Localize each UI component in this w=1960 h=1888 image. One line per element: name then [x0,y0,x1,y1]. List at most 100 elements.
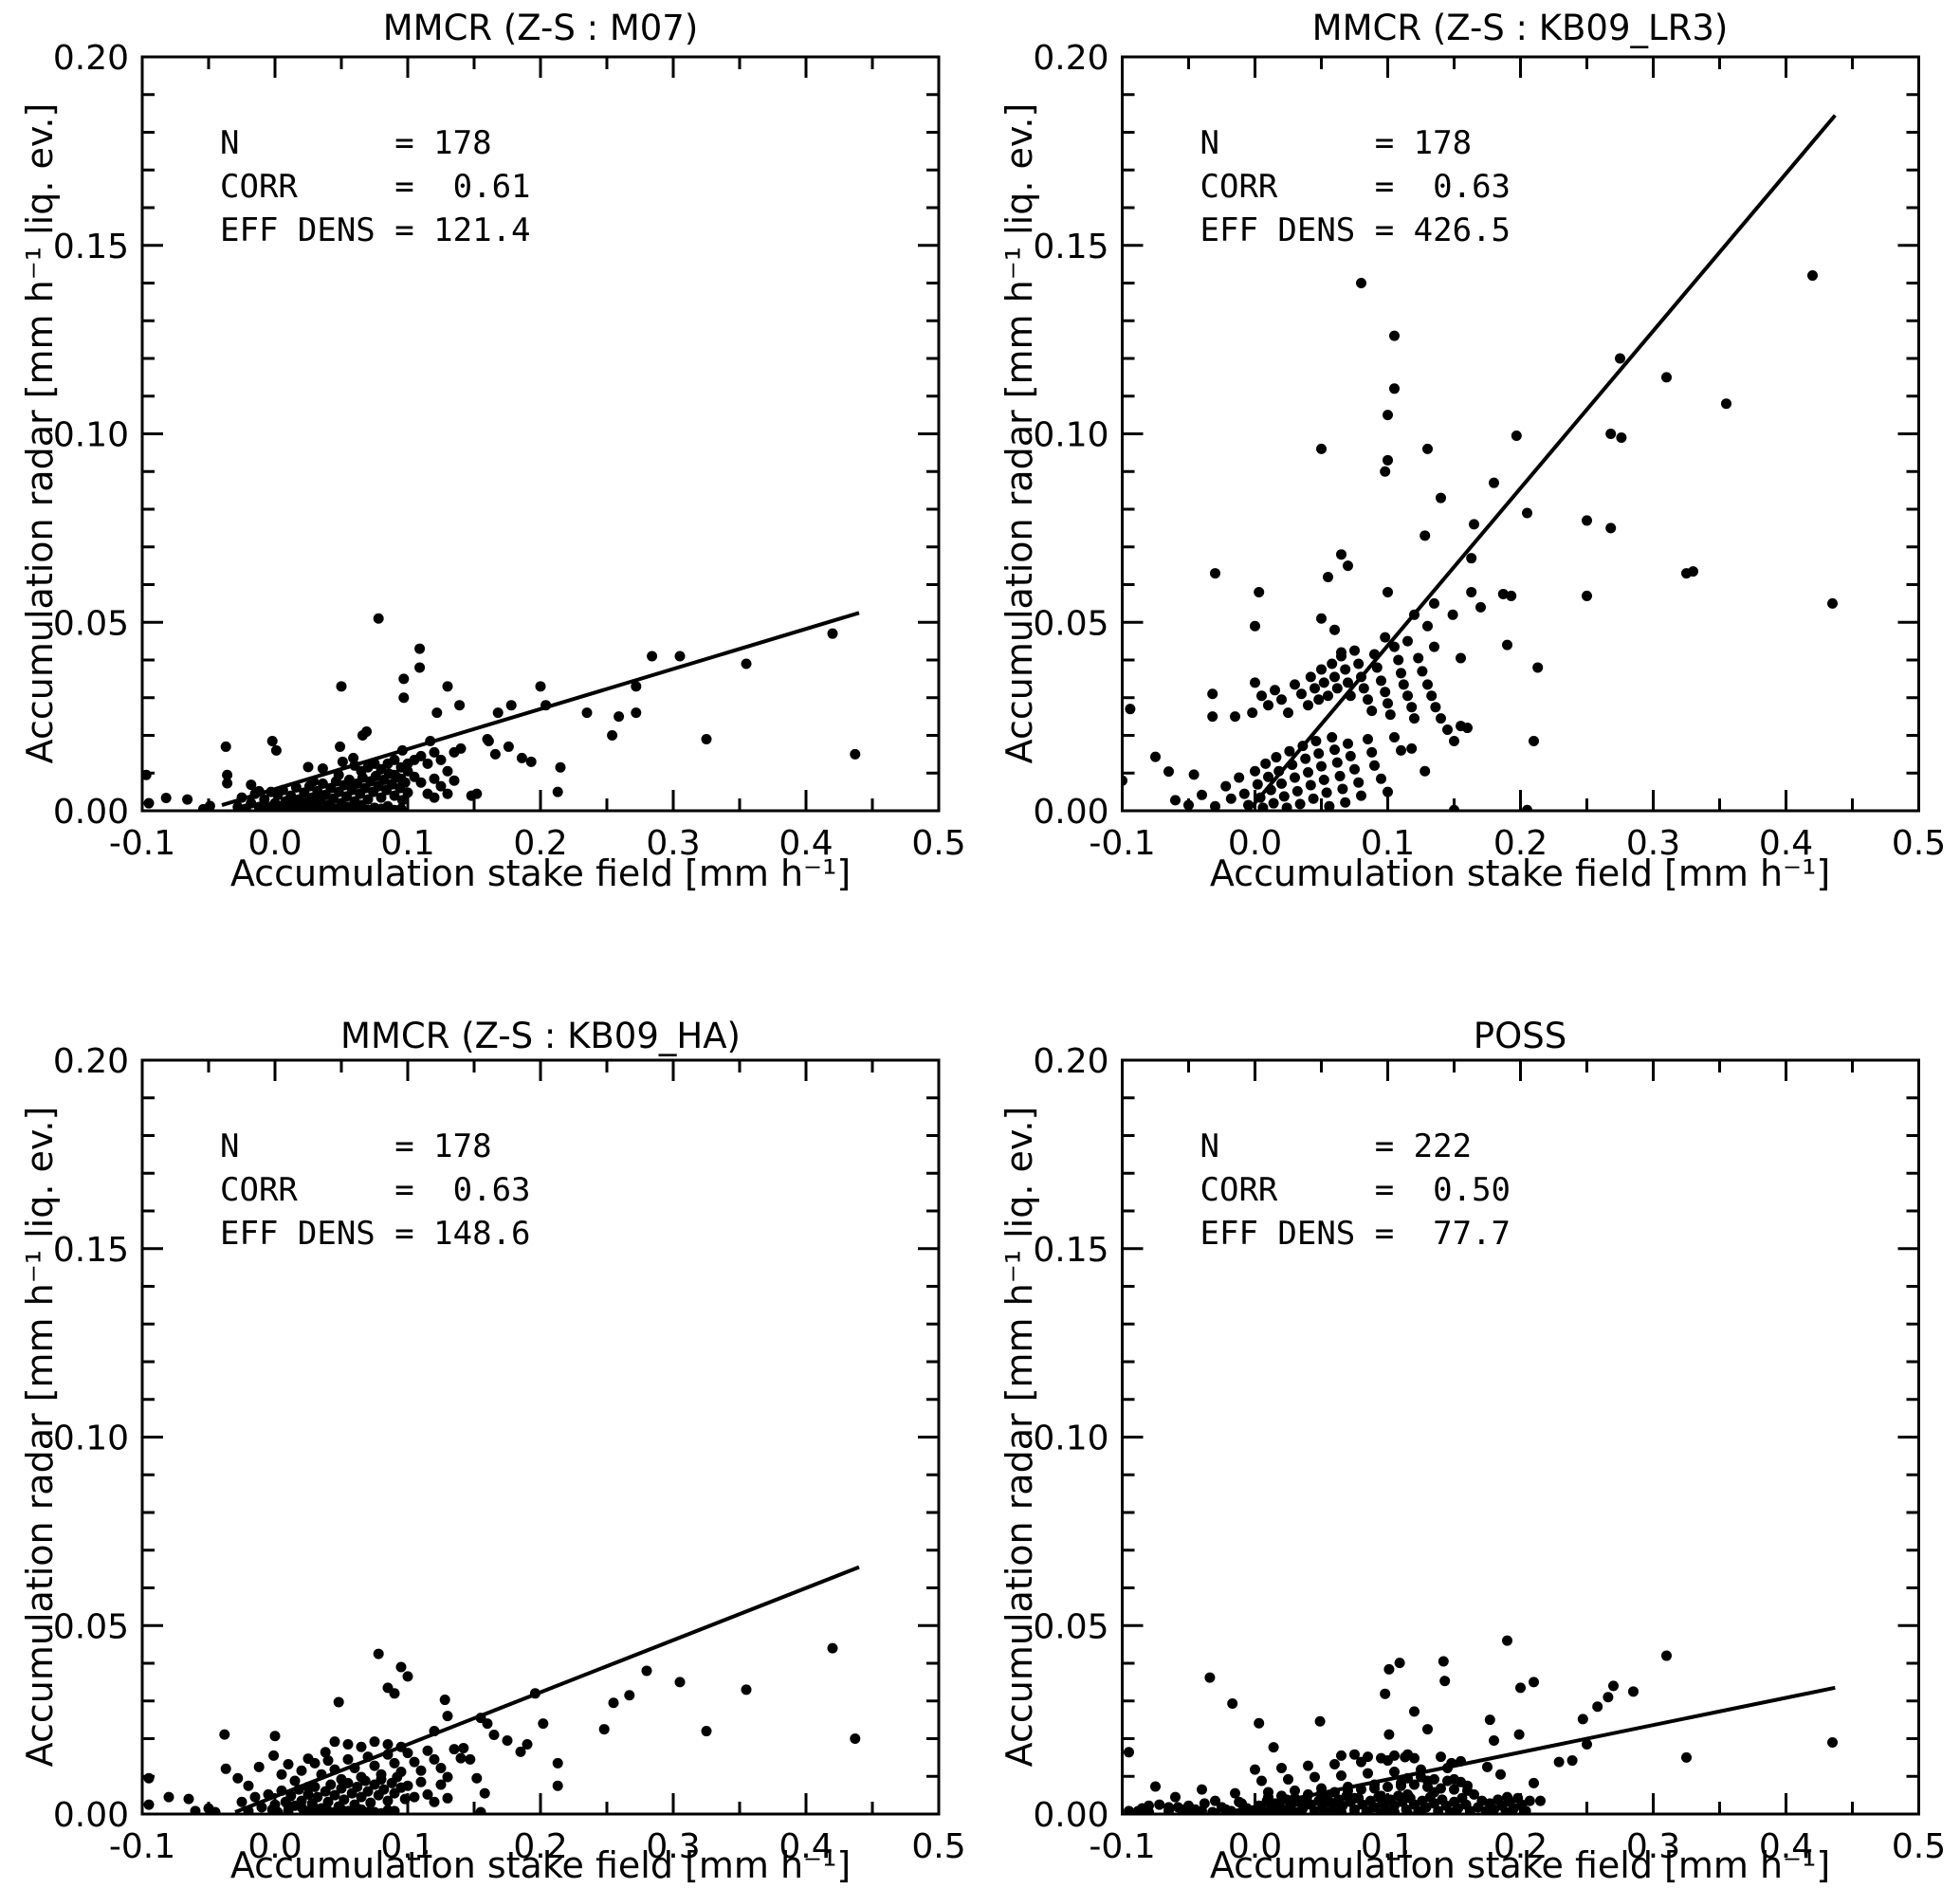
data-point [289,1775,301,1787]
x-tick-label: 0.3 [646,1827,700,1866]
y-tick-label: 0.10 [53,1420,129,1458]
data-point [535,681,546,692]
data-point [283,1759,294,1770]
data-point [1144,1800,1154,1811]
data-point [222,769,233,780]
data-point [1442,724,1453,736]
x-tick-label: 0.2 [1493,824,1548,863]
data-point [624,1690,635,1701]
data-point [1511,430,1522,441]
x-tick-label: 0.2 [513,824,567,863]
data-point [1577,1714,1588,1725]
x-tick-label: 0.0 [247,1827,302,1866]
data-point [1416,1806,1426,1814]
data-point [1366,706,1378,717]
data-point [296,798,307,810]
data-point [243,1780,254,1791]
data-point [1369,649,1380,660]
data-point [1396,668,1406,679]
stats-line: CORR = 0.63 [220,1171,531,1209]
data-point [442,681,453,692]
data-point [376,792,387,803]
data-point [1383,410,1393,421]
data-point [1616,431,1627,443]
data-point [373,1648,384,1659]
data-point [1380,466,1391,477]
panel-title: POSS [1473,1016,1567,1056]
data-point [382,1738,394,1750]
data-point [259,794,270,805]
data-point [249,1791,261,1803]
data-point [1429,1773,1439,1785]
data-point [701,733,712,744]
x-tick-label: 0.1 [1361,1827,1415,1866]
data-point [220,1763,231,1774]
data-point [1615,353,1625,364]
data-point [342,1753,354,1765]
data-point [1353,777,1365,788]
data-point [1520,1806,1531,1814]
data-point [1343,1785,1353,1796]
data-point [1331,757,1343,768]
data-point [1256,1806,1267,1814]
data-point [312,785,323,797]
data-point [349,1807,360,1814]
data-point [1276,1790,1287,1802]
data-point [449,775,460,786]
data-point [1356,790,1366,801]
y-tick-label: 0.05 [1033,1607,1108,1646]
panel-title: MMCR (Z-S : KB09_HA) [340,1016,741,1056]
data-point [322,803,334,811]
data-point [1566,1755,1578,1767]
data-point [1163,1802,1174,1813]
data-point [1389,1766,1400,1777]
data-point [439,1695,450,1706]
data-point [1260,758,1272,769]
data-point [1509,1803,1519,1814]
data-point [1827,1736,1838,1748]
y-tick-label: 0.05 [53,604,129,643]
data-point [1150,751,1161,762]
x-tick-label: 0.1 [380,824,434,863]
data-point [429,1753,440,1765]
data-point [1422,1781,1433,1792]
scatter-plot: -0.1 0.0 0.1 0.2 0.3 0.4 0.5 0.00 0.05 0.10 0.15 0.… [1033,1042,1946,1866]
data-point [475,1806,486,1814]
data-point [1227,1698,1238,1710]
data-point [329,1764,340,1775]
y-tick-label: 0.00 [1033,1796,1108,1835]
stats-line: CORR = 0.50 [1200,1171,1511,1209]
data-point [1318,677,1329,688]
data-point [376,1773,387,1785]
data-point [850,748,861,760]
data-point [1409,713,1420,724]
data-point [1462,1785,1473,1796]
data-point [270,744,282,756]
data-point [285,1790,297,1802]
x-tick-label: 0.3 [646,824,700,863]
data-point [1316,761,1327,772]
data-point [1389,383,1400,394]
data-point [392,772,403,783]
data-point [1283,707,1293,719]
data-point [373,613,384,624]
data-point [1349,1749,1360,1760]
data-point [1398,679,1409,690]
data-point [1254,1717,1265,1729]
data-point [1383,1729,1395,1740]
x-axis-label: Accumulation stake field [mm h⁻¹] [229,1844,852,1886]
x-tick-label: 0.0 [1228,824,1282,863]
data-point [1305,671,1316,683]
data-point [1380,687,1391,698]
data-point [1532,662,1544,673]
data-point [236,792,247,803]
data-point [552,786,563,797]
data-point [302,761,314,773]
data-point [425,735,436,746]
data-point [1343,738,1353,749]
data-point [1406,702,1418,713]
data-point [1529,1677,1539,1688]
data-point [1324,800,1335,811]
data-point [1210,1795,1220,1806]
data-point [1426,690,1438,702]
